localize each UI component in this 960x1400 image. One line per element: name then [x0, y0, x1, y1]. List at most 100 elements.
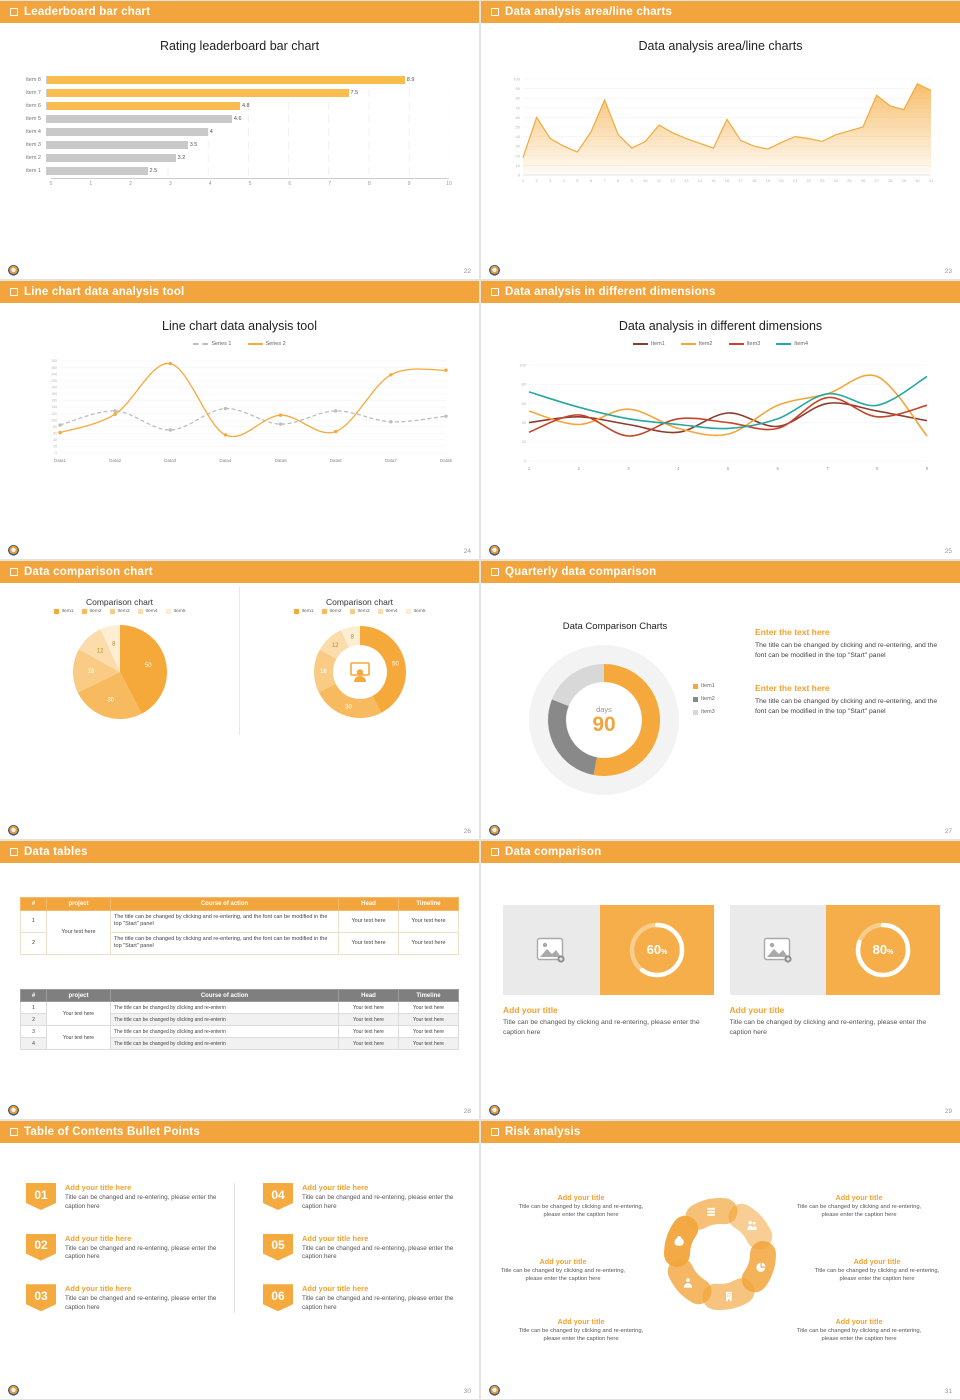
money-bag-icon: [674, 1236, 684, 1246]
bullet-icon: [10, 288, 18, 296]
bullet-icon: [10, 8, 18, 16]
table-cell: Your text here: [398, 910, 459, 933]
table-cell: 1: [20, 910, 47, 933]
slide-table-of-contents[interactable]: Table of Contents Bullet Points 01 Add y…: [0, 1121, 479, 1399]
chart-title: Rating leaderboard bar chart: [159, 39, 320, 53]
legend-item: Item2: [693, 696, 715, 702]
slide-data-comparison[interactable]: Data comparison 60%: [481, 841, 960, 1119]
svg-text:Data1: Data1: [53, 458, 66, 463]
svg-text:40: 40: [521, 420, 526, 425]
slide-area-line-charts[interactable]: Data analysis area/line charts Data anal…: [481, 1, 960, 279]
svg-text:16: 16: [724, 178, 729, 183]
slide-multi-dimension-analysis[interactable]: Data analysis in different dimensions Da…: [481, 281, 960, 559]
donut-chart: days 90: [529, 645, 679, 795]
pie-chart: 50 30 18 12 8: [72, 625, 167, 720]
toc-item: 06 Add your title here Title can be chan…: [263, 1284, 471, 1313]
bullet-icon: [491, 848, 499, 856]
svg-text:3: 3: [549, 178, 552, 183]
svg-text:2: 2: [535, 178, 538, 183]
bar-row: item 6 4.8: [0, 99, 479, 112]
slide-header: Data analysis in different dimensions: [481, 281, 960, 303]
block-body: The title can be changed by clicking and…: [755, 697, 938, 715]
slide-risk-analysis[interactable]: Risk analysis Add your title Title can b…: [481, 1121, 960, 1399]
chart-series: [59, 407, 446, 431]
table-cell: Your text here: [398, 1037, 459, 1050]
svg-text:24: 24: [833, 178, 838, 183]
legend-item: Item2: [321, 609, 342, 614]
slide-data-tables[interactable]: Data tables # project Course of action H…: [0, 841, 479, 1119]
toc-body: Title can be changed and re-entering, pl…: [65, 1244, 217, 1261]
svg-text:5: 5: [576, 178, 579, 183]
person-icon: [683, 1278, 693, 1288]
center-value: 90: [592, 713, 616, 736]
toc-item: 04 Add your title here Title can be chan…: [263, 1183, 471, 1212]
svg-text:20: 20: [53, 445, 57, 449]
table-cell: The title can be changed by clicking and…: [110, 910, 339, 933]
table-header-row: # project Course of action Head Timeline: [20, 897, 459, 911]
toc-column: 04 Add your title here Title can be chan…: [234, 1183, 471, 1313]
bar: [47, 75, 405, 84]
donut-center-label: days 90: [529, 645, 679, 795]
data-table-orange: # project Course of action Head Timeline…: [20, 897, 459, 955]
slide-line-chart-tool[interactable]: Line chart data analysis tool Line chart…: [0, 281, 479, 559]
slide-quarterly-data-comparison[interactable]: Quarterly data comparison Data Compariso…: [481, 561, 960, 839]
table-header-cell: project: [46, 897, 111, 911]
x-axis: 0 1 2 3 4 5 6 7 8 9 10: [50, 178, 452, 189]
bar-row: item 1 2.5: [0, 164, 479, 177]
svg-text:20: 20: [515, 153, 520, 158]
bar-row: item 8 8.9: [0, 73, 479, 86]
page-number: 31: [944, 1388, 952, 1395]
comparison-card: 80% Add your title Title can be changed …: [729, 905, 940, 1037]
slide-leaderboard-bar-chart[interactable]: Leaderboard bar chart Rating leaderboard…: [0, 1, 479, 279]
number-badge: 05: [263, 1233, 293, 1261]
block-title: Add your title: [853, 1257, 901, 1266]
table-header-cell: Timeline: [398, 989, 459, 1002]
text-block: Enter the text here The title can be cha…: [755, 683, 939, 717]
donut-chart: 50 30 18 12 8: [313, 626, 406, 719]
svg-text:13: 13: [683, 178, 688, 183]
block-title: Add your title: [557, 1317, 605, 1326]
bullet-icon: [491, 288, 499, 296]
pie-slice: [359, 626, 406, 713]
svg-text:30: 30: [107, 698, 114, 704]
block-title: Add your title: [835, 1317, 883, 1326]
svg-text:40: 40: [515, 134, 520, 139]
bar: [47, 127, 208, 136]
svg-text:80: 80: [515, 96, 520, 101]
number-badge: 03: [26, 1284, 56, 1312]
svg-text:30: 30: [345, 705, 352, 711]
svg-text:40: 40: [53, 438, 57, 442]
svg-text:0: 0: [55, 451, 57, 455]
svg-text:100: 100: [51, 418, 57, 422]
svg-text:12: 12: [96, 649, 103, 655]
center-label: days: [596, 705, 612, 714]
svg-text:Data3: Data3: [164, 458, 177, 463]
table-header-cell: Timeline: [398, 897, 459, 911]
page-number: 25: [944, 548, 952, 555]
pie-slice: [593, 664, 660, 776]
university-logo-icon: [489, 1105, 500, 1116]
legend-item: Item1: [293, 609, 314, 614]
bar-row: item 3 3.5: [0, 138, 479, 151]
svg-text:31: 31: [928, 178, 933, 183]
block-body: Title can be changed by clicking and re-…: [796, 1204, 922, 1218]
page-number: 27: [944, 828, 952, 835]
people-icon: [747, 1221, 757, 1230]
legend-item: Item1: [632, 341, 665, 347]
table-header-cell: project: [46, 989, 111, 1002]
table-header-row: # project Course of action Head Timeline: [20, 989, 459, 1002]
block-body: Title can be changed by clicking and re-…: [814, 1268, 940, 1282]
legend: Item1 Item2 Item3: [693, 683, 715, 715]
slide-header-title: Risk analysis: [505, 1126, 581, 1138]
block-title: Add your title: [539, 1257, 587, 1266]
svg-text:29: 29: [901, 178, 906, 183]
university-logo-icon: [8, 1105, 19, 1116]
svg-text:120: 120: [51, 412, 57, 416]
toc-title: Add your title here: [65, 1233, 132, 1243]
table-header-cell: Course of action: [110, 897, 339, 911]
slide-data-comparison-chart[interactable]: Data comparison chart Comparison chart I…: [0, 561, 479, 839]
card-caption: Title can be changed by clicking and re-…: [503, 1019, 700, 1036]
svg-text:280: 280: [51, 359, 57, 363]
svg-text:5: 5: [726, 466, 729, 471]
block-body: Title can be changed by clicking and re-…: [518, 1204, 644, 1218]
